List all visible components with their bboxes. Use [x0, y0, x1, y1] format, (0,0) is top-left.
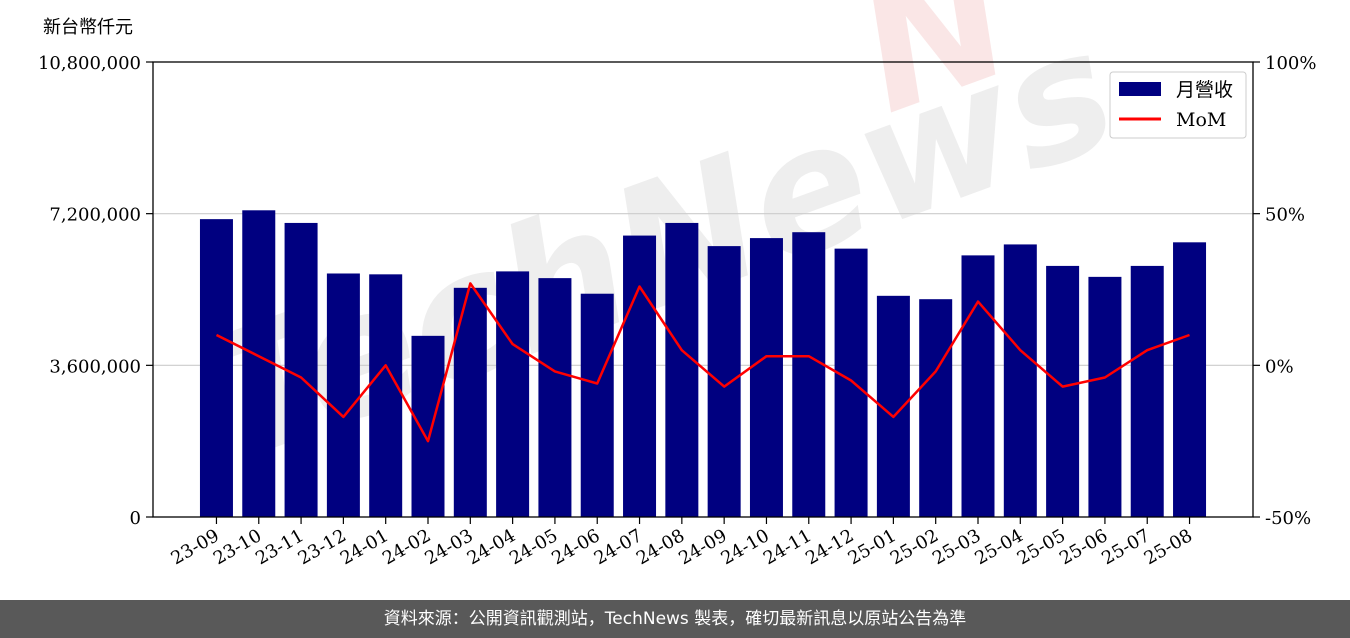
legend: 月營收 MoM [1109, 71, 1247, 139]
bar-24-11 [792, 232, 826, 517]
source-footer: 資料來源：公開資訊觀測站，TechNews 製表，確切最新訊息以原站公告為準 [0, 600, 1350, 638]
left-tick-label-3: 10,800,000 [38, 53, 141, 74]
right-tick-label-3: 100% [1265, 53, 1316, 74]
mom-line [215, 282, 1190, 443]
bar-24-02 [411, 335, 445, 517]
right-tick-label-1: 0% [1265, 356, 1294, 377]
left-tick-label-0: 0 [130, 508, 141, 529]
bar-24-12 [834, 248, 868, 517]
bar-25-05 [1046, 265, 1080, 517]
bar-23-09 [199, 219, 233, 517]
bar-25-07 [1130, 265, 1164, 517]
bar-25-03 [961, 255, 995, 517]
mom-series [215, 282, 1190, 443]
legend-label-mom: MoM [1176, 109, 1226, 131]
bar-24-07 [623, 235, 657, 517]
bar-25-08 [1173, 242, 1207, 517]
bar-25-06 [1088, 276, 1122, 517]
chart: TechNews N 03,600,0007,200,00010,800,000… [38, 0, 1317, 569]
bar-23-11 [284, 222, 318, 517]
right-tick-label-2: 50% [1265, 205, 1305, 226]
bar-24-05 [538, 278, 572, 517]
bar-24-01 [369, 274, 403, 517]
plot-frame [152, 61, 1254, 518]
right-tick-label-0: -50% [1265, 508, 1311, 529]
unit-label: 新台幣仟元 [43, 17, 133, 38]
bar-24-08 [665, 222, 699, 517]
bar-24-09 [707, 246, 741, 517]
x-tick-label-25-08: 25-08 [1141, 525, 1196, 569]
legend-bar-swatch [1119, 82, 1161, 96]
bar-24-04 [496, 271, 530, 517]
bar-24-10 [749, 238, 783, 517]
left-tick-label-2: 7,200,000 [49, 205, 141, 226]
bar-23-12 [326, 273, 360, 517]
left-tick-label-1: 3,600,000 [49, 356, 141, 377]
bar-23-10 [242, 210, 276, 517]
bar-25-04 [1003, 244, 1037, 517]
bar-24-06 [580, 293, 614, 517]
bar-25-02 [919, 299, 953, 517]
bar-series [199, 210, 1207, 517]
legend-label-revenue: 月營收 [1176, 79, 1233, 101]
